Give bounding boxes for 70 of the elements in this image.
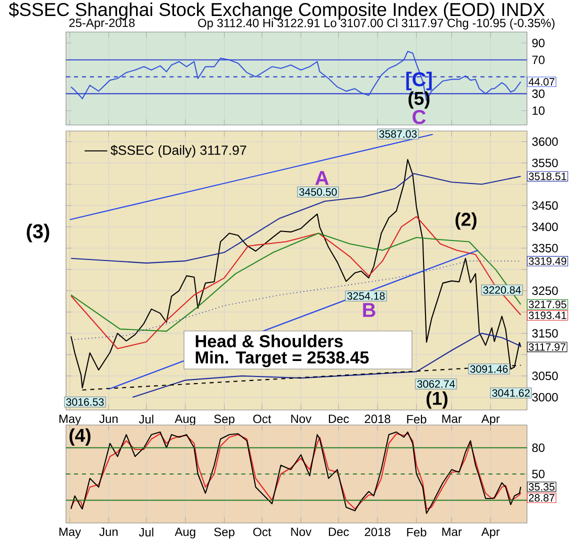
y-tick-label: 70	[532, 56, 545, 64]
annotation: 3016.53	[66, 398, 104, 406]
x-tick-label: May	[59, 528, 82, 538]
x-tick-label: 2018	[364, 528, 390, 536]
x-tick-label: Nov	[291, 414, 312, 424]
annotation: 3062.74	[417, 380, 455, 388]
data-label: 3217.95	[528, 300, 566, 308]
data-label: 44.07	[528, 78, 554, 86]
x-tick-label: Nov	[291, 528, 312, 536]
annotation: 3220.84	[483, 286, 521, 294]
x-tick-label: Oct	[253, 414, 272, 424]
y-tick-label: 3450	[532, 201, 558, 210]
y-tick-label: 3350	[532, 244, 558, 252]
line-series	[70, 159, 522, 388]
y-tick-label: 80	[532, 444, 545, 452]
x-tick-label: Mar	[442, 414, 462, 424]
x-tick-label: Feb	[407, 528, 426, 536]
annotation: 3091.46	[470, 365, 508, 373]
annotation: (4)	[70, 428, 90, 446]
data-label: 3518.51	[528, 172, 566, 180]
x-tick-label: Oct	[253, 528, 272, 536]
y-tick-label: 3600	[532, 137, 558, 146]
y-tick-label: 30	[532, 89, 545, 98]
x-tick-label: Jul	[138, 528, 154, 536]
annotation: B	[363, 303, 376, 317]
line-series	[70, 173, 522, 264]
annotation: Head & Shoulders	[196, 334, 343, 348]
y-tick-label: 3550	[532, 158, 558, 168]
data-label: 28.87	[528, 494, 554, 502]
data-label: 3193.41	[528, 312, 566, 320]
chart-subtitle: 25-Apr-2018	[69, 18, 135, 30]
x-tick-label: Sep	[214, 414, 234, 426]
x-tick-label: 2018	[364, 414, 390, 424]
annotation: 3041.62	[492, 389, 530, 397]
x-tick-label: Mar	[442, 528, 462, 536]
x-tick-label: Aug	[174, 528, 196, 538]
x-tick-label: Dec	[328, 528, 349, 536]
x-tick-label: Jun	[99, 528, 118, 536]
annotation: C	[412, 110, 426, 124]
annotation: (1)	[426, 391, 448, 409]
y-tick-label: 3400	[532, 222, 558, 232]
annotation: 3587.03	[379, 130, 417, 138]
y-tick-label: 3000	[532, 392, 558, 402]
y-tick-label: 50	[532, 470, 545, 478]
x-tick-label: May	[59, 414, 82, 426]
annotation: 3254.18	[347, 292, 385, 300]
x-tick-label: Jun	[99, 414, 118, 424]
data-label: 35.35	[528, 483, 554, 491]
annotation: 3450.50	[299, 188, 337, 196]
y-tick-label: 3250	[532, 286, 558, 295]
y-tick-label: 90	[532, 38, 545, 48]
legend-label: $SSEC (Daily) 3117.97	[110, 144, 246, 158]
y-tick-label: 3150	[532, 329, 558, 338]
text: (3)	[26, 224, 50, 242]
x-tick-label: Apr	[481, 414, 500, 426]
annotation: Min. Target = 2538.45	[196, 350, 369, 368]
y-tick-label: 10	[532, 106, 545, 115]
x-tick-label: Apr	[481, 528, 500, 538]
annotation: A	[315, 171, 329, 185]
annotation: (2)	[456, 212, 476, 230]
x-tick-label: Feb	[407, 414, 426, 424]
data-label: 3117.97	[528, 343, 566, 351]
x-tick-label: Jul	[138, 414, 154, 424]
data-label: 3319.49	[528, 257, 566, 265]
x-tick-label: Dec	[328, 414, 349, 424]
x-tick-label: Aug	[174, 414, 196, 426]
x-tick-label: Sep	[214, 528, 234, 539]
annotation: (5)	[408, 91, 430, 109]
y-tick-label: 3050	[532, 372, 558, 380]
line-series	[70, 232, 522, 332]
